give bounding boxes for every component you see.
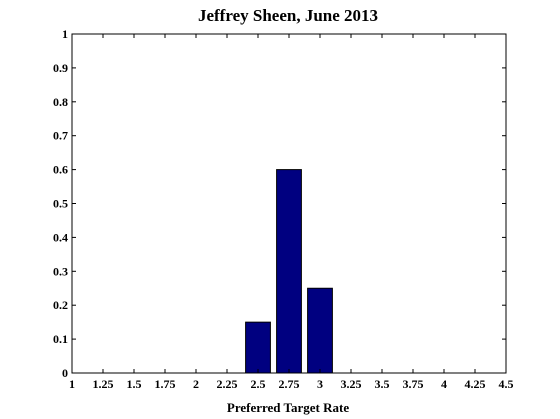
y-tick-label-2: 0.2 bbox=[53, 298, 68, 312]
x-tick-label-3: 1.75 bbox=[155, 377, 176, 391]
x-tick-label-9: 3.25 bbox=[341, 377, 362, 391]
x-tick-label-0: 1 bbox=[69, 377, 75, 391]
ticks-group: 1 1.25 1.5 1.75 2 2.25 2.5 2.75 3 3.25 3.5 3.75 4 4.2… bbox=[53, 27, 514, 391]
x-tick-label-4: 2 bbox=[193, 377, 199, 391]
y-tick-label-6: 0.6 bbox=[53, 163, 68, 177]
x-axis-label: Preferred Target Rate bbox=[227, 400, 349, 415]
bar-0 bbox=[245, 321, 271, 374]
x-tick-label-1: 1.25 bbox=[93, 377, 114, 391]
x-tick-label-2: 1.5 bbox=[127, 377, 142, 391]
y-tick-label-10: 1 bbox=[62, 27, 68, 41]
y-tick-label-4: 0.4 bbox=[53, 230, 68, 244]
y-tick-label-8: 0.8 bbox=[53, 95, 68, 109]
y-tick-label-1: 0.1 bbox=[53, 332, 68, 346]
y-tick-label-9: 0.9 bbox=[53, 61, 68, 75]
x-tick-label-7: 2.75 bbox=[279, 377, 300, 391]
plot-area-frame bbox=[71, 33, 507, 374]
x-tick-label-6: 2.5 bbox=[251, 377, 266, 391]
chart-title: Jeffrey Sheen, June 2013 bbox=[198, 6, 378, 25]
x-tick-label-5: 2.25 bbox=[217, 377, 238, 391]
bars-group bbox=[245, 169, 333, 374]
x-tick-label-10: 3.5 bbox=[375, 377, 390, 391]
y-tick-label-7: 0.7 bbox=[53, 129, 68, 143]
x-tick-label-13: 4.25 bbox=[465, 377, 486, 391]
y-tick-label-5: 0.5 bbox=[53, 197, 68, 211]
bar-2 bbox=[307, 287, 333, 374]
y-tick-label-0: 0 bbox=[62, 366, 68, 380]
x-tick-label-8: 3 bbox=[317, 377, 323, 391]
x-tick-label-12: 4 bbox=[441, 377, 447, 391]
x-tick-label-14: 4.5 bbox=[499, 377, 514, 391]
x-tick-label-11: 3.75 bbox=[403, 377, 424, 391]
y-tick-label-3: 0.3 bbox=[53, 264, 68, 278]
bar-1 bbox=[276, 169, 302, 374]
